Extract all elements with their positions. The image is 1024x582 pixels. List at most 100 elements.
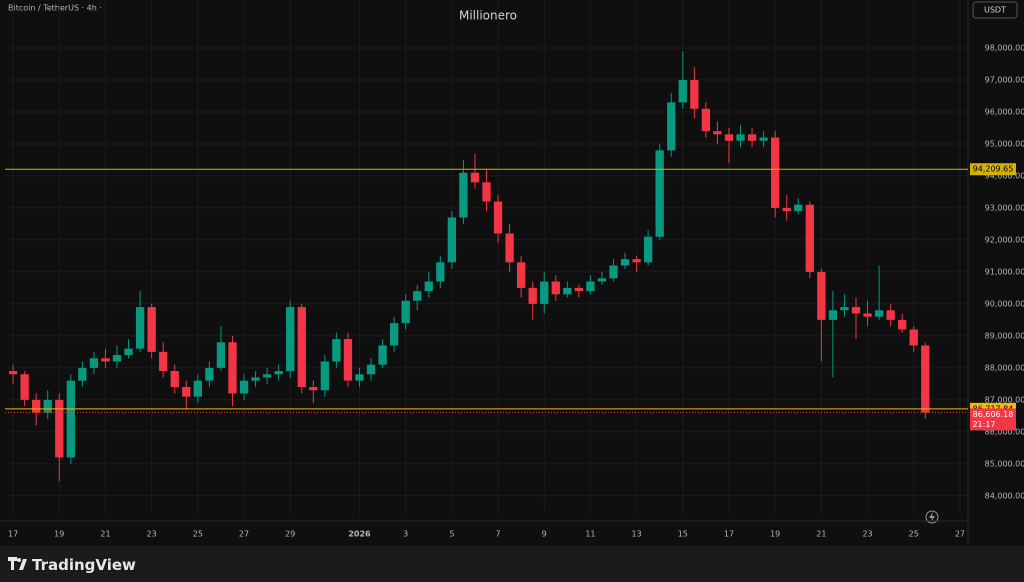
candle-body: [805, 204, 814, 272]
candle-body: [332, 339, 341, 362]
candle-body: [182, 387, 191, 397]
x-tick-label: 5: [449, 530, 454, 539]
x-tick-label: 19: [54, 530, 64, 539]
x-tick-label: 27: [239, 530, 249, 539]
candle-body: [8, 371, 18, 375]
candle-body: [482, 182, 491, 202]
level-label: 94,209.65: [973, 165, 1014, 174]
chart: Bitcoin / TetherUS · 4h · Millionero USD…: [0, 0, 1024, 546]
candle-body: [609, 265, 618, 279]
candle-body: [274, 371, 283, 375]
y-tick-label: 96,000.00: [985, 107, 1024, 116]
y-tick-label: 95,000.00: [985, 139, 1024, 148]
candle-body: [863, 313, 872, 317]
candle-body: [101, 358, 110, 362]
candle-body: [724, 134, 734, 141]
candle-body: [89, 358, 99, 368]
candle-body: [470, 172, 480, 183]
candle-body: [909, 329, 918, 346]
candle-body: [851, 307, 861, 314]
candle-body: [262, 374, 272, 378]
candle-body: [366, 364, 376, 375]
y-tick-label: 87,000.00: [985, 395, 1024, 404]
candle-body: [459, 172, 468, 218]
candle-body: [297, 307, 306, 388]
candle-body: [378, 345, 387, 365]
candle-body: [886, 310, 895, 320]
x-tick-label: 21: [816, 530, 826, 539]
candle-body: [597, 278, 607, 282]
x-tick-label: 17: [8, 530, 18, 539]
candle-body: [216, 342, 226, 368]
x-tick-label: 13: [632, 530, 642, 539]
y-tick-label: 93,000.00: [985, 203, 1024, 212]
candle-body: [586, 281, 595, 292]
x-tick-label: 23: [862, 530, 872, 539]
candle-body: [343, 339, 353, 381]
level-label-box: [970, 163, 1016, 176]
lightning-glyph: [929, 512, 935, 522]
candle-body: [921, 345, 930, 413]
candle-body: [436, 262, 445, 282]
candle-body: [551, 281, 560, 295]
y-tick-label: 86,000.00: [985, 427, 1024, 436]
candle-body: [170, 371, 179, 388]
candle-body: [193, 380, 202, 397]
symbol-header: Bitcoin / TetherUS · 4h ·: [8, 4, 102, 13]
candle-body: [898, 319, 907, 330]
candle-body: [205, 367, 214, 381]
x-tick-label: 2026: [348, 530, 371, 539]
x-tick-label: 17: [724, 530, 734, 539]
candle-body: [620, 259, 630, 266]
brand: TradingView: [32, 556, 136, 574]
last-price-box: [970, 408, 1016, 431]
candle-body: [516, 262, 526, 288]
lightning-icon[interactable]: [925, 510, 939, 524]
candle-body: [20, 374, 29, 400]
x-tick-label: 15: [678, 530, 688, 539]
candle-body: [759, 137, 768, 141]
candle-body: [424, 281, 433, 292]
x-tick-label: 25: [909, 530, 919, 539]
candle-body: [124, 348, 133, 356]
currency-button[interactable]: [972, 1, 1018, 19]
candle-body: [563, 287, 572, 295]
candle-body: [239, 380, 249, 394]
y-tick-label: 84,000.00: [985, 491, 1024, 500]
candle-body: [389, 323, 399, 346]
candle-body: [147, 307, 156, 352]
candle-body: [286, 307, 295, 372]
x-tick-label: 27: [955, 530, 965, 539]
candle-body: [112, 355, 122, 362]
y-tick-label: 92,000.00: [985, 235, 1024, 244]
y-tick-label: 91,000.00: [985, 267, 1024, 276]
candle-body: [540, 281, 549, 304]
candle-body: [643, 236, 653, 263]
candle-body: [320, 361, 330, 391]
x-tick-label: 11: [585, 530, 595, 539]
candle-body: [840, 307, 849, 311]
countdown: 21:17: [972, 420, 995, 429]
candle-body: [309, 387, 318, 391]
candle-body: [32, 399, 41, 413]
x-tick-label: 23: [147, 530, 157, 539]
candle-body: [447, 217, 457, 263]
last-price-label: 86,606.18: [973, 410, 1014, 419]
candle-body: [401, 300, 410, 324]
x-tick-label: 9: [542, 530, 547, 539]
candle-body: [78, 367, 87, 381]
candle-body: [251, 377, 260, 381]
candle-body: [228, 342, 237, 394]
currency-label[interactable]: USDT: [984, 6, 1006, 15]
candle-body: [528, 287, 537, 304]
candle-body: [690, 79, 699, 109]
candle-body: [678, 79, 687, 103]
candle-body: [505, 233, 514, 263]
y-tick-label: 90,000.00: [985, 299, 1024, 308]
y-tick-label: 94,000.00: [985, 171, 1024, 180]
x-tick-label: 29: [285, 530, 295, 539]
y-tick-label: 97,000.00: [985, 75, 1024, 84]
x-tick-label: 3: [403, 530, 408, 539]
candle-body: [43, 399, 52, 413]
x-tick-label: 25: [193, 530, 203, 539]
